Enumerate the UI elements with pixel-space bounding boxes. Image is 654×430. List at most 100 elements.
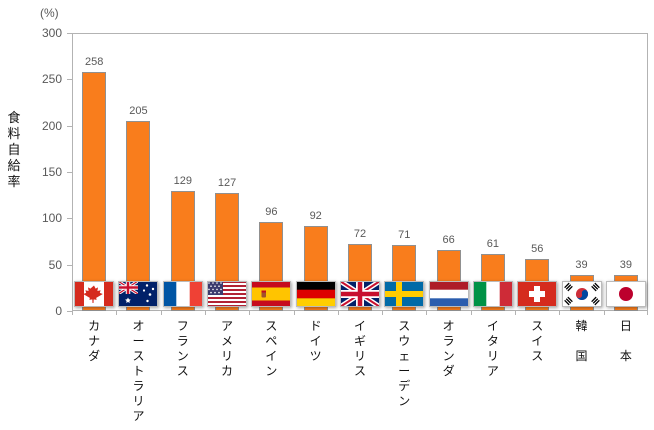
- y-tick-label: 300: [41, 26, 62, 40]
- category-label-char: ス: [531, 319, 544, 333]
- value-label: 72: [353, 228, 367, 241]
- x-tick-mark: [382, 311, 384, 315]
- category-label-char: ン: [442, 349, 455, 363]
- category-label-char: ア: [486, 364, 499, 378]
- category-label-char: イ: [531, 334, 544, 348]
- category-label-char: リ: [353, 349, 366, 363]
- category-label-char: ン: [398, 394, 411, 408]
- x-tick-mark: [293, 311, 295, 315]
- x-tick-mark: [72, 311, 73, 315]
- y-tick-mark: [67, 79, 72, 81]
- category-label-char: ラ: [132, 379, 145, 393]
- category-label-char: 日: [619, 319, 632, 333]
- category-label-char: カ: [221, 364, 234, 378]
- value-label: 205: [129, 105, 148, 118]
- category-label-char: フ: [176, 319, 189, 333]
- category-label: カナダ: [82, 319, 106, 364]
- y-axis-title-char: 食: [7, 110, 21, 125]
- category-label-char: カ: [88, 319, 101, 333]
- bar-canada: [82, 71, 107, 311]
- value-label: 96: [265, 206, 278, 219]
- category-label-char: ナ: [88, 334, 101, 348]
- category-label-char: ペ: [265, 334, 278, 348]
- y-tick-label: 50: [48, 257, 62, 272]
- flag-icon-netherlands: [428, 281, 469, 307]
- y-axis-title-char: 給: [7, 158, 21, 173]
- x-tick-mark: [116, 311, 118, 315]
- flag-icon-japan: [605, 281, 646, 307]
- category-label-char: ス: [398, 319, 411, 333]
- category-label: ドイツ: [304, 319, 328, 364]
- x-tick-mark: [160, 311, 162, 315]
- value-label: 56: [531, 243, 544, 256]
- category-label-char: ア: [221, 319, 234, 333]
- category-label-char: ス: [176, 364, 189, 378]
- category-label-char: ン: [176, 349, 189, 363]
- category-label: スイス: [525, 319, 549, 364]
- category-label-char: ダ: [88, 349, 101, 363]
- y-tick-label: 150: [41, 165, 62, 179]
- y-tick-mark: [67, 33, 72, 34]
- category-label-char: ウ: [398, 334, 411, 348]
- y-axis-title-char: 率: [7, 174, 21, 189]
- category-label-char: 韓: [575, 319, 588, 333]
- y-tick-mark: [67, 172, 72, 173]
- x-tick-mark: [647, 311, 648, 315]
- category-label-char: リ: [486, 349, 499, 363]
- category-label: オーストラリア: [126, 319, 150, 424]
- category-label-char: ー: [132, 334, 145, 348]
- category-label-char: ス: [132, 349, 145, 363]
- flag-icon-canada: [74, 281, 115, 307]
- category-label: スウェーデン: [392, 319, 416, 409]
- category-label: 韓 国: [570, 319, 594, 364]
- flag-icon-germany: [295, 281, 336, 307]
- category-label: アメリカ: [215, 319, 239, 379]
- flag-icon-uk: [340, 281, 380, 307]
- category-label-char: ダ: [442, 364, 455, 378]
- category-label-char: ア: [132, 409, 145, 423]
- value-label: 258: [84, 55, 104, 68]
- category-label-char: ェ: [398, 349, 411, 363]
- category-label-char: ラ: [176, 334, 189, 348]
- value-label: 129: [173, 175, 192, 188]
- y-tick-label: 0: [55, 304, 62, 318]
- category-label-char: ー: [398, 364, 411, 378]
- category-label-char: タ: [486, 334, 499, 348]
- flag-icon-france: [162, 281, 203, 307]
- y-axis-unit-label: (%): [40, 6, 59, 20]
- y-tick-label: 200: [41, 118, 62, 133]
- category-label-char: オ: [132, 319, 145, 333]
- category-label-char: ス: [531, 349, 544, 363]
- x-tick-mark: [559, 311, 561, 315]
- category-label: スペイン: [259, 319, 283, 379]
- category-label-char: [614, 334, 638, 349]
- flag-icon-switzerland: [517, 281, 558, 307]
- x-tick-mark: [337, 311, 339, 315]
- x-tick-mark: [249, 311, 251, 315]
- flag-icon-sweden: [384, 281, 425, 307]
- x-tick-mark: [204, 311, 206, 315]
- value-label: 71: [398, 229, 411, 242]
- flag-icon-usa: [207, 281, 248, 307]
- value-label: 66: [442, 233, 455, 246]
- category-label-char: ド: [309, 319, 322, 333]
- value-label: 39: [575, 258, 588, 271]
- flag-icon-south-korea: [561, 281, 602, 307]
- category-label-char: リ: [221, 349, 234, 363]
- bar-australia: [126, 121, 151, 311]
- value-label: 61: [486, 238, 500, 251]
- y-tick-mark: [67, 125, 72, 127]
- category-label-char: リ: [132, 394, 145, 408]
- category-label-char: 本: [619, 349, 632, 363]
- category-label: フランス: [171, 319, 195, 379]
- category-label: イギリス: [348, 319, 372, 379]
- category-label: 日 本: [614, 319, 638, 364]
- y-tick-mark: [67, 311, 72, 312]
- y-axis-title-char: 自: [7, 142, 21, 157]
- x-tick-mark: [470, 311, 472, 315]
- x-tick-mark: [515, 311, 517, 315]
- value-label: 39: [619, 258, 632, 271]
- category-label-char: オ: [442, 319, 455, 333]
- y-tick-label: 250: [41, 72, 62, 87]
